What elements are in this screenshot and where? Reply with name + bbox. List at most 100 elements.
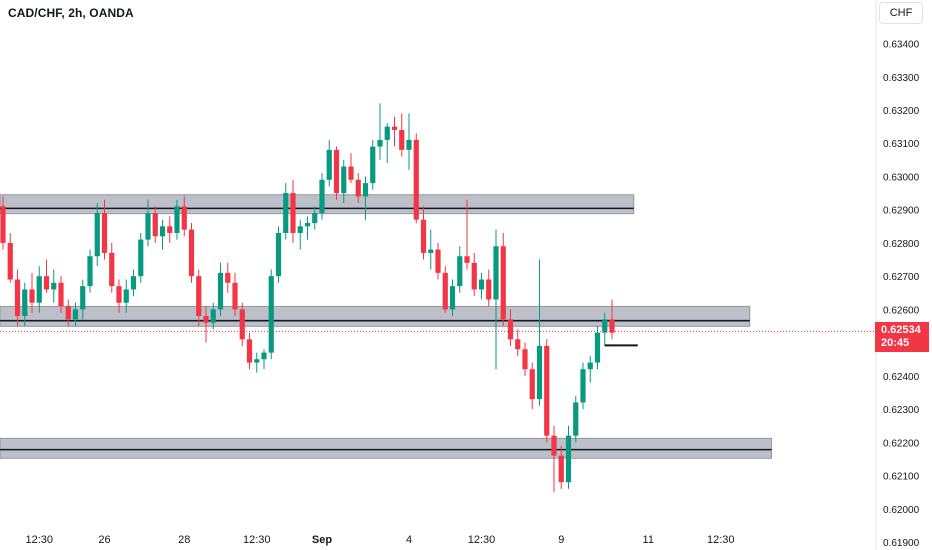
candle-body <box>507 319 514 340</box>
price-tick-label: 0.62000 <box>883 505 920 516</box>
candle-body <box>210 309 216 323</box>
candle-body <box>377 139 383 147</box>
candle-body <box>123 289 129 303</box>
candle-body <box>399 129 405 150</box>
candle-body <box>536 345 543 400</box>
candle-body <box>312 213 318 223</box>
candle-body <box>7 242 13 280</box>
candle-body <box>420 219 427 253</box>
candle-body <box>14 279 21 317</box>
candle-body <box>29 289 35 303</box>
bar-countdown: 20:45 <box>881 337 910 350</box>
candle-body <box>22 289 28 317</box>
candle-body <box>304 222 311 227</box>
candle-body <box>80 286 86 310</box>
sr-zone-2[interactable] <box>0 305 751 327</box>
candle-body <box>471 262 477 290</box>
time-tick-label: Sep <box>312 534 332 546</box>
time-tick-label: 11 <box>643 534 654 546</box>
candle-body <box>174 206 180 233</box>
candle-body <box>500 246 506 320</box>
candle-body <box>594 332 601 363</box>
candle-body <box>435 249 441 273</box>
current-price: 0.62534 <box>881 324 921 337</box>
sr-zone-0[interactable] <box>0 437 772 459</box>
candle-body <box>573 402 579 436</box>
price-tick-label: 0.62700 <box>883 272 920 283</box>
candle-body <box>428 249 434 253</box>
candle-body <box>290 193 296 233</box>
candle-body <box>609 319 615 333</box>
time-tick-label: 12:30 <box>25 534 53 546</box>
candle-body <box>319 179 325 214</box>
candle-body <box>522 349 528 370</box>
candle-body <box>239 309 245 340</box>
candle-body <box>348 166 354 180</box>
candle-body <box>442 272 448 310</box>
candle-body <box>0 206 6 243</box>
candle-body <box>43 276 50 290</box>
candle-body <box>275 232 282 277</box>
candle-body <box>152 213 158 237</box>
candle-body <box>130 276 137 290</box>
candle-body <box>449 286 456 310</box>
price-tick-label: 0.63400 <box>883 40 920 51</box>
time-tick-label: 26 <box>98 534 110 546</box>
price-tick-label: 0.62600 <box>883 305 920 316</box>
candle-body <box>478 279 485 290</box>
candle-body <box>515 339 521 350</box>
price-tick-label: 0.62900 <box>883 206 920 217</box>
candle-body <box>232 282 238 310</box>
price-tick-label: 0.62100 <box>883 472 920 483</box>
candle-body <box>341 166 347 194</box>
chart-title: CAD/CHF, 2h, OANDA <box>8 6 134 20</box>
candle-body <box>246 339 253 363</box>
candle-body <box>65 306 71 320</box>
candle-body <box>101 213 108 253</box>
candle-body <box>355 179 361 197</box>
candle-body <box>384 126 390 140</box>
candle-body <box>217 272 224 310</box>
candle-body <box>268 276 274 353</box>
currency-button[interactable]: CHF <box>879 2 923 24</box>
candle-body <box>51 282 57 290</box>
price-scale[interactable]: 0.63400 0.63300 0.63200 0.63100 0.63000 0.629… <box>883 40 920 549</box>
candle-body <box>145 213 151 240</box>
candle-body <box>602 319 608 333</box>
price-tick-label: 0.62800 <box>883 239 920 250</box>
candle-body <box>254 359 260 363</box>
price-tick-label: 0.63300 <box>883 73 920 84</box>
candle-body <box>587 362 593 370</box>
candle-body <box>116 286 122 303</box>
price-tick-label: 0.63200 <box>883 106 920 117</box>
candle-body <box>167 226 173 233</box>
candle-body <box>203 316 209 323</box>
candle-body <box>36 276 42 303</box>
time-tick-label: 12:30 <box>243 534 271 546</box>
candle-body <box>558 455 564 483</box>
candle-body <box>529 369 535 400</box>
candle-body <box>87 256 93 287</box>
candle-body <box>188 229 195 277</box>
price-tick-label: 0.61900 <box>883 538 920 549</box>
time-tick-label: 9 <box>558 534 564 546</box>
price-tick-label: 0.62200 <box>883 438 920 449</box>
zones-layer <box>0 194 772 459</box>
candle-body <box>413 139 419 220</box>
time-scale[interactable]: 12:30 26 28 12:30 Sep 4 12:30 9 11 12:30 <box>25 534 734 546</box>
candle-body <box>261 352 267 360</box>
candle-body <box>391 126 398 130</box>
candle-body <box>297 226 303 233</box>
candle-body <box>109 252 115 287</box>
candle-body <box>486 279 492 300</box>
sr-zone-1[interactable] <box>0 194 635 215</box>
candle-body <box>138 239 144 277</box>
candle-body <box>457 256 463 287</box>
candle-body <box>58 282 64 307</box>
time-tick-label: 12:30 <box>707 534 735 546</box>
time-tick-label: 4 <box>406 534 412 546</box>
candle-body <box>362 183 369 197</box>
candle-body <box>544 345 550 436</box>
candle-body <box>551 435 557 456</box>
